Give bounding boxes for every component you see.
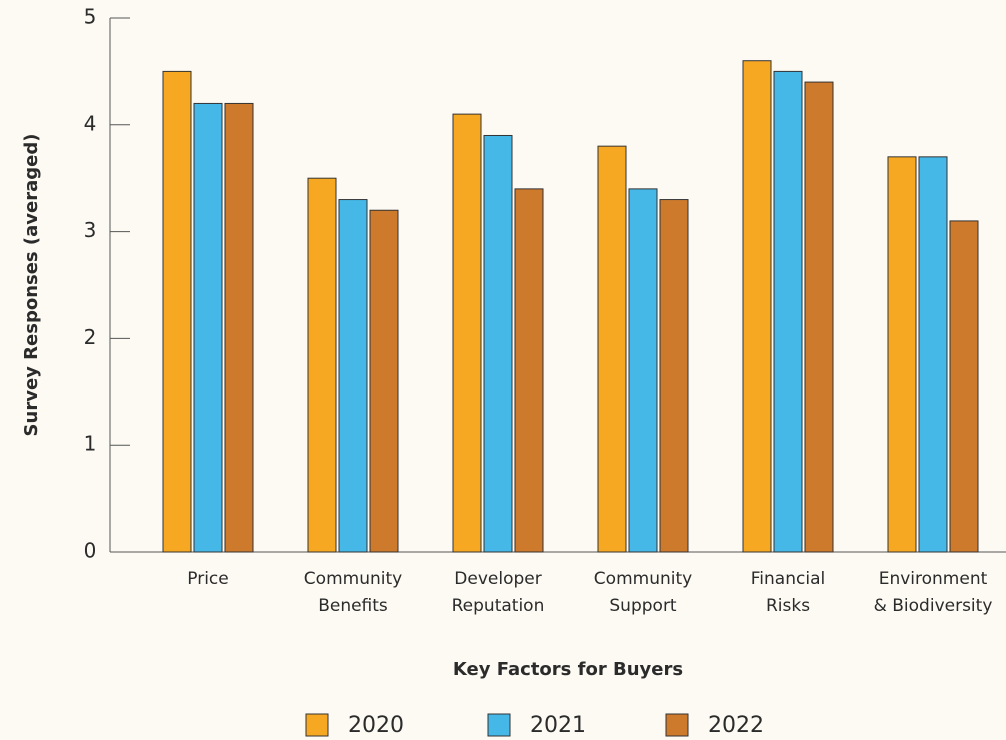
- bar: [307, 177, 337, 553]
- legend-label: 2020: [348, 713, 404, 738]
- bar: [369, 209, 399, 553]
- bar: [224, 102, 254, 553]
- y-axis-title: Survey Responses (averaged): [21, 134, 42, 437]
- x-tick-label: Developer Reputation: [452, 569, 545, 616]
- bar: [773, 70, 803, 553]
- y-tick-label: 5: [84, 5, 97, 29]
- bar: [742, 60, 772, 553]
- bar: [659, 199, 689, 553]
- bar: [597, 145, 627, 553]
- x-tick-label: Community Benefits: [304, 569, 402, 616]
- bar: [483, 134, 513, 553]
- x-axis-title: Key Factors for Buyers: [453, 659, 683, 680]
- bar: [452, 113, 482, 553]
- bar: [162, 70, 192, 553]
- bar: [804, 81, 834, 553]
- y-tick-label: 3: [84, 218, 97, 242]
- y-tick-label: 4: [84, 111, 97, 135]
- x-tick-label: Price: [187, 569, 228, 589]
- bar: [514, 188, 544, 553]
- x-tick-label: Financial Risks: [751, 569, 825, 616]
- bar: [949, 220, 979, 553]
- bar: [338, 199, 368, 553]
- y-tick-label: 2: [84, 325, 97, 349]
- y-tick-label: 1: [84, 432, 97, 456]
- legend-swatch: [487, 713, 511, 737]
- bar: [628, 188, 658, 553]
- bar: [193, 102, 223, 553]
- x-tick-label: Environment & Biodiversity: [874, 569, 993, 616]
- y-tick-label: 0: [84, 539, 97, 563]
- bar: [887, 156, 917, 553]
- legend-swatch: [305, 713, 329, 737]
- bar: [918, 156, 948, 553]
- x-tick-label: Community Support: [594, 569, 692, 616]
- legend-swatch: [665, 713, 689, 737]
- legend-label: 2022: [708, 713, 764, 738]
- legend-label: 2021: [530, 713, 586, 738]
